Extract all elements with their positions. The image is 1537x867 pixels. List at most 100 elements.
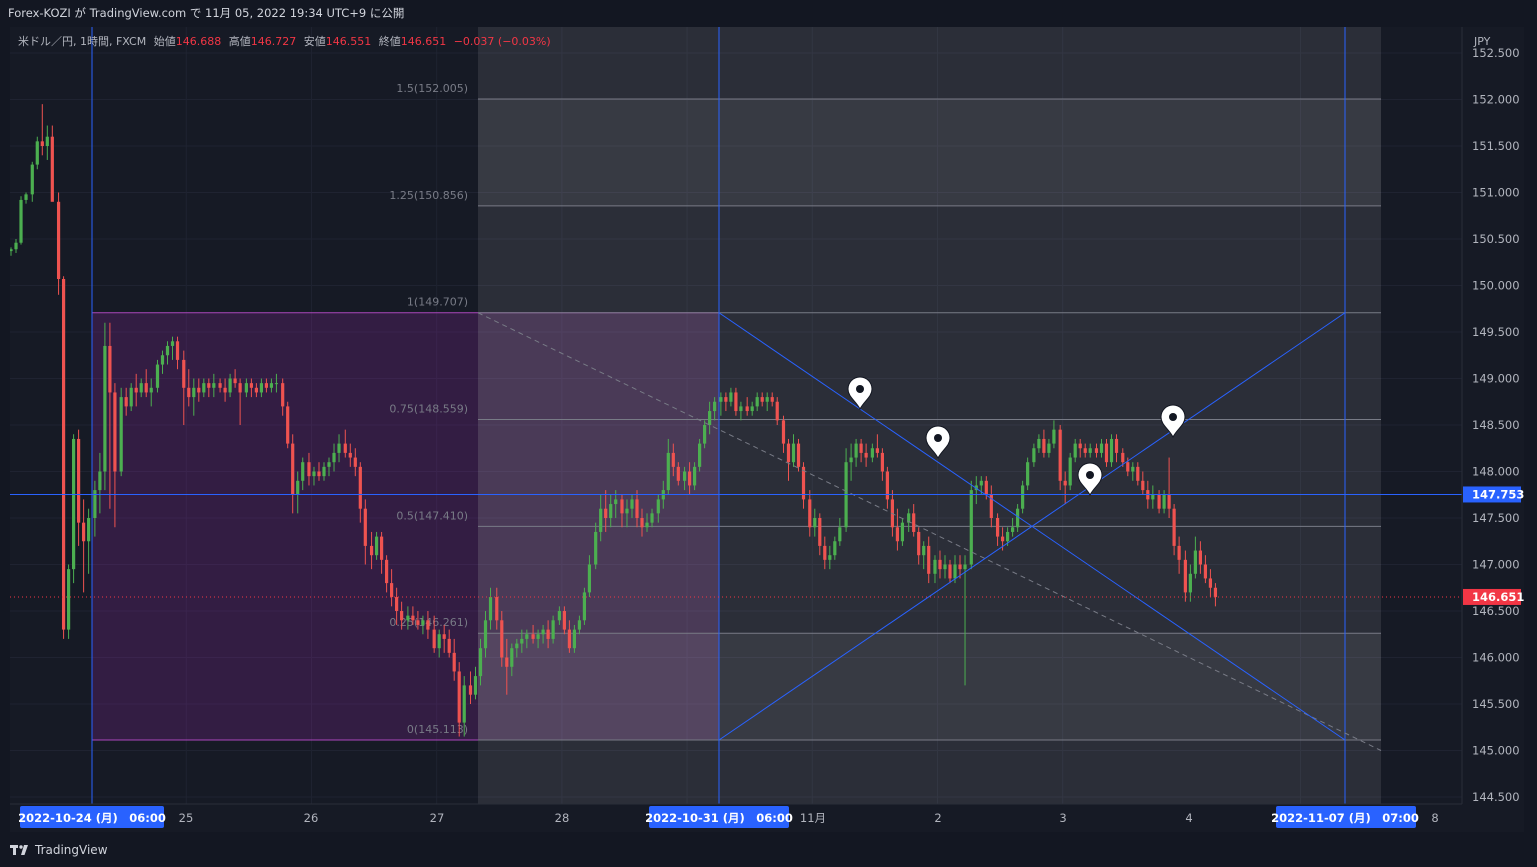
tradingview-logo[interactable]: TradingView [10, 843, 108, 857]
candle-body[interactable] [692, 466, 697, 486]
candle-body[interactable] [50, 136, 54, 202]
candle-body[interactable] [1052, 429, 1056, 444]
candle-body[interactable] [406, 615, 410, 621]
candle-body[interactable] [223, 387, 227, 393]
candle-body[interactable] [1099, 443, 1104, 453]
candle-body[interactable] [40, 141, 44, 146]
candle-body[interactable] [24, 194, 28, 200]
candle-body[interactable] [625, 508, 629, 514]
candle-body[interactable] [1213, 587, 1218, 598]
candle-body[interactable] [630, 499, 634, 509]
candle-body[interactable] [870, 448, 874, 458]
candle-body[interactable] [249, 383, 253, 388]
candle-body[interactable] [1131, 466, 1135, 472]
candle-body[interactable] [703, 425, 707, 444]
candle-body[interactable] [818, 518, 822, 546]
candle-body[interactable] [452, 652, 456, 672]
candle-body[interactable] [14, 242, 18, 250]
candle-body[interactable] [301, 462, 305, 481]
candle-body[interactable] [254, 387, 258, 393]
candle-body[interactable] [635, 499, 639, 518]
candle-body[interactable] [796, 443, 801, 467]
candle-body[interactable] [468, 685, 473, 695]
candle-body[interactable] [238, 383, 242, 393]
candle-body[interactable] [1126, 462, 1130, 472]
candle-body[interactable] [953, 564, 957, 579]
candle-body[interactable] [854, 443, 858, 458]
candle-body[interactable] [317, 471, 321, 477]
candle-body[interactable] [160, 355, 165, 365]
candle-body[interactable] [124, 397, 128, 407]
candle-body[interactable] [129, 387, 133, 407]
candle-body[interactable] [1203, 564, 1208, 579]
candle-body[interactable] [66, 569, 71, 630]
candle-body[interactable] [713, 401, 717, 412]
candle-body[interactable] [838, 527, 842, 542]
candle-body[interactable] [813, 518, 817, 528]
candle-body[interactable] [520, 638, 524, 644]
candle-body[interactable] [849, 457, 853, 463]
candle-body[interactable] [922, 545, 926, 556]
candle-body[interactable] [312, 471, 316, 477]
candle-body[interactable] [1183, 559, 1187, 593]
candle-body[interactable] [587, 564, 592, 593]
candle-body[interactable] [599, 508, 603, 532]
candle-body[interactable] [19, 199, 23, 243]
candle-body[interactable] [348, 452, 352, 458]
candle-body[interactable] [875, 448, 879, 453]
candle-body[interactable] [197, 387, 201, 393]
candle-body[interactable] [119, 397, 123, 472]
candle-body[interactable] [473, 676, 478, 695]
candle-body[interactable] [1177, 545, 1181, 560]
candle-body[interactable] [724, 397, 728, 402]
candle-body[interactable] [1000, 536, 1005, 542]
candle-body[interactable] [421, 620, 425, 625]
candle-body[interactable] [948, 564, 952, 579]
candle-body[interactable] [139, 383, 143, 393]
candle-body[interactable] [969, 490, 973, 565]
candle-body[interactable] [274, 383, 279, 385]
candle-body[interactable] [594, 531, 598, 565]
candle-body[interactable] [327, 462, 331, 467]
candle-body[interactable] [989, 494, 993, 518]
candle-body[interactable] [912, 513, 916, 532]
candle-body[interactable] [149, 387, 153, 393]
candle-body[interactable] [536, 634, 540, 639]
candle-body[interactable] [609, 504, 613, 518]
candle-body[interactable] [495, 597, 499, 621]
candle-body[interactable] [938, 559, 942, 570]
candle-body[interactable] [801, 466, 806, 500]
candle-body[interactable] [35, 141, 39, 165]
candle-body[interactable] [745, 406, 749, 412]
candle-body[interactable] [343, 443, 347, 453]
candle-body[interactable] [1032, 448, 1036, 463]
candle-body[interactable] [30, 164, 34, 195]
candle-body[interactable] [895, 527, 900, 542]
candle-body[interactable] [656, 499, 660, 514]
candle-body[interactable] [1016, 508, 1020, 528]
candle-body[interactable] [291, 443, 295, 495]
candle-body[interactable] [175, 341, 180, 360]
candle-body[interactable] [379, 536, 384, 560]
candle-body[interactable] [1026, 462, 1030, 486]
candle-body[interactable] [505, 657, 509, 667]
candle-body[interactable] [567, 629, 571, 649]
candle-body[interactable] [113, 392, 117, 472]
candle-body[interactable] [286, 406, 290, 444]
candle-body[interactable] [781, 420, 786, 444]
candle-body[interactable] [87, 518, 91, 542]
candle-body[interactable] [61, 278, 66, 630]
candle-body[interactable] [281, 383, 285, 407]
candle-body[interactable] [708, 411, 712, 425]
candle-body[interactable] [144, 383, 148, 393]
candle-body[interactable] [687, 471, 692, 486]
candle-body[interactable] [907, 513, 911, 523]
candle-body[interactable] [416, 620, 420, 625]
candle-body[interactable] [1157, 494, 1161, 509]
candle-body[interactable] [979, 480, 983, 486]
candle-body[interactable] [734, 392, 738, 412]
candle-body[interactable] [103, 345, 107, 472]
candle-body[interactable] [182, 359, 186, 388]
candle-body[interactable] [666, 452, 670, 491]
candle-body[interactable] [1151, 494, 1155, 500]
